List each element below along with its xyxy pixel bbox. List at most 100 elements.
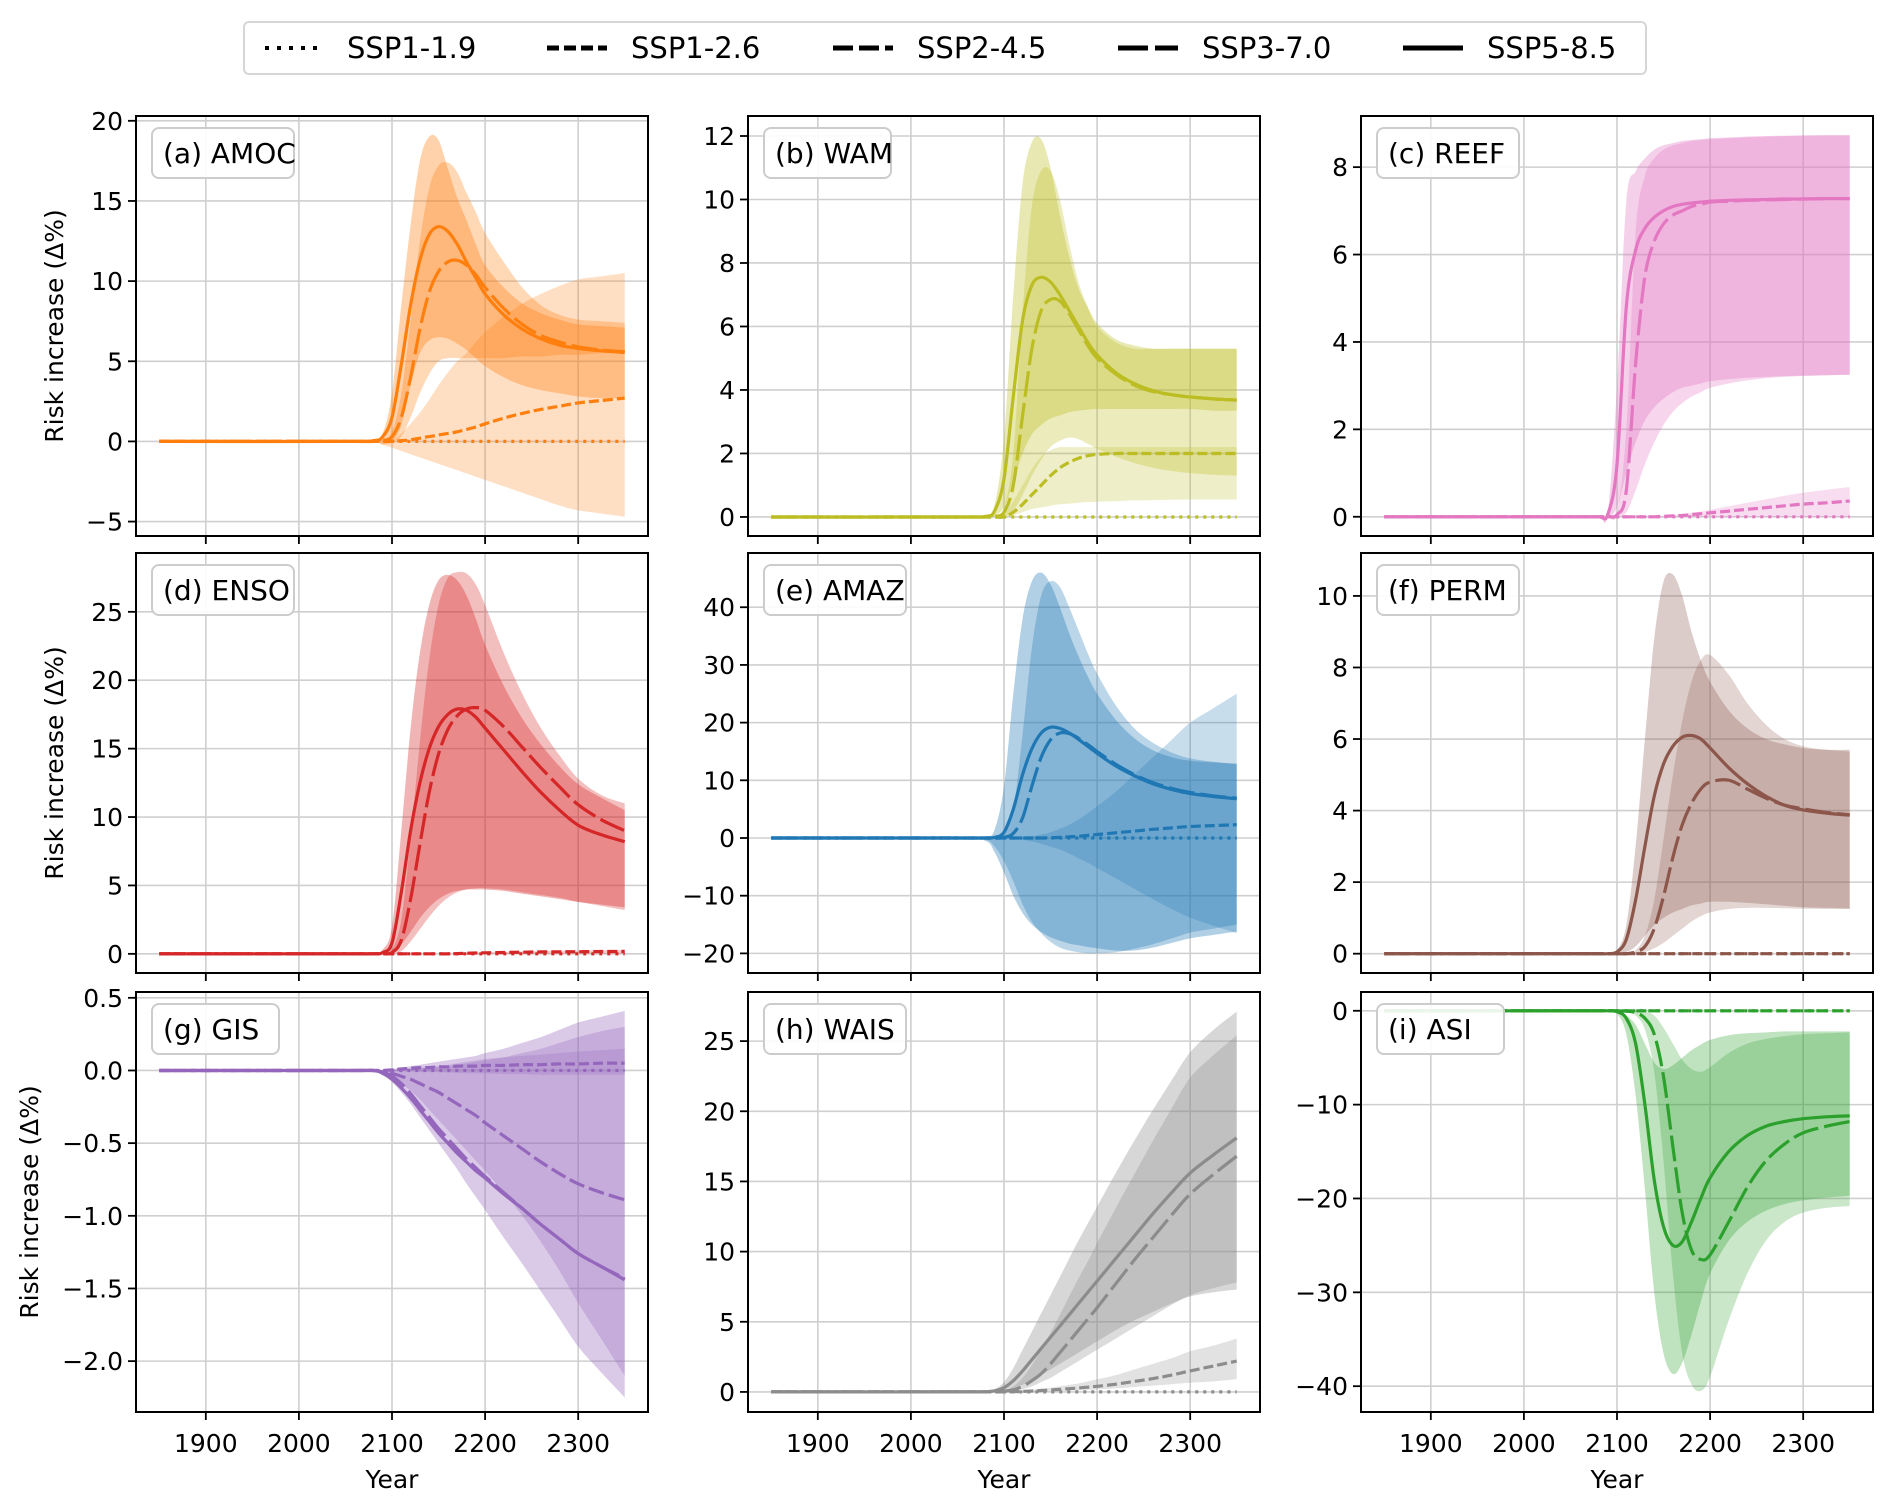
panel-h: 0 5 10 15 20 25 1900 2000 2100 2200 2300 Year (h) WA… xyxy=(703,991,1261,1494)
x-tick-label: 2000 xyxy=(879,1429,943,1458)
legend-item-ssp2-45: SSP2-4.5 xyxy=(833,23,1046,73)
y-axis-label: Risk increase (Δ%) xyxy=(40,646,69,879)
y-tick-label: 0.5 xyxy=(83,984,123,1013)
y-tick-label: 30 xyxy=(703,651,735,680)
y-tick-label: 5 xyxy=(107,347,123,376)
plot-area xyxy=(1384,1009,1851,1392)
series-line-ssp370 xyxy=(771,1154,1238,1394)
uncertainty-band xyxy=(771,1338,1237,1392)
plot-area xyxy=(771,136,1237,519)
panel-title: (i) ASI xyxy=(1388,1013,1472,1046)
uncertainty-band xyxy=(771,1035,1237,1392)
panel-title-frame xyxy=(763,1003,907,1055)
panel-title-frame xyxy=(151,1003,280,1055)
plot-area xyxy=(159,571,626,956)
y-tick-label: 0 xyxy=(719,1378,735,1407)
y-tick-label: −2.0 xyxy=(62,1347,123,1376)
y-tick-label: 0.0 xyxy=(83,1056,123,1085)
y-tick-label: 8 xyxy=(1332,153,1348,182)
panel-title-box: (f) PERM xyxy=(1376,564,1520,616)
panel-e: −20 −10 0 10 20 30 40 (e) AMAZ xyxy=(682,552,1261,981)
uncertainty-band xyxy=(1384,572,1850,954)
y-tick-label: 8 xyxy=(1332,653,1348,682)
y-tick-label: 15 xyxy=(91,187,123,216)
series-line-ssp126 xyxy=(771,451,1237,519)
dashed-line-swatch-icon xyxy=(547,45,607,51)
dotted-line-swatch-icon xyxy=(265,46,321,50)
legend-item-ssp3-70: SSP3-7.0 xyxy=(1118,23,1331,73)
y-axis-label: Risk increase (Δ%) xyxy=(40,209,69,442)
panel-title-box: (g) GIS xyxy=(151,1003,280,1055)
plot-area xyxy=(159,1010,626,1398)
legend-label: SSP5-8.5 xyxy=(1487,31,1617,65)
legend-item-ssp5-85: SSP5-8.5 xyxy=(1403,23,1616,73)
x-axis-label: Year xyxy=(365,1465,420,1494)
uncertainty-band xyxy=(1384,135,1850,524)
legend-item-ssp1-19: SSP1-1.9 xyxy=(263,23,476,73)
panel-title-frame xyxy=(151,127,295,179)
y-tick-label: 25 xyxy=(91,598,123,627)
panel-title-box: (e) AMAZ xyxy=(763,564,907,616)
y-tick-label: 5 xyxy=(107,871,123,900)
y-tick-label: 0 xyxy=(107,427,123,456)
y-tick-label: 10 xyxy=(703,1238,735,1267)
y-tick-label: −10 xyxy=(682,882,735,911)
y-tick-label: 4 xyxy=(1332,797,1348,826)
series-line-ssp126 xyxy=(1384,499,1850,519)
panel-a: −5 0 5 10 15 20 Risk increase (Δ%) (a) AMOC xyxy=(40,107,649,544)
panel-title: (c) REEF xyxy=(1388,137,1505,170)
panel-g: −2.0 −1.5 −1.0 −0.5 0.0 0.5 1900 2000 2100 2200 23… xyxy=(15,984,649,1494)
y-axis-label: Risk increase (Δ%) xyxy=(15,1085,44,1318)
legend: SSP1-1.9 SSP1-2.6 SSP2-4.5 SSP3-7.0 SSP5… xyxy=(243,21,1647,75)
y-tick-label: 40 xyxy=(703,593,735,622)
y-tick-label: 0 xyxy=(1332,940,1348,969)
y-tick-label: −30 xyxy=(1295,1278,1348,1307)
series-line-ssp585 xyxy=(771,1136,1238,1394)
y-tick-label: 15 xyxy=(91,735,123,764)
x-tick-label: 2300 xyxy=(1771,1429,1835,1458)
y-tick-label: −1.0 xyxy=(62,1202,123,1231)
x-tick-label: 2300 xyxy=(546,1429,610,1458)
panel-title-box: (b) WAM xyxy=(763,127,893,179)
y-tick-label: 10 xyxy=(91,267,123,296)
y-tick-label: 0 xyxy=(107,940,123,969)
y-tick-label: 4 xyxy=(1332,328,1348,357)
x-tick-label: 2100 xyxy=(360,1429,424,1458)
y-tick-label: 2 xyxy=(1332,415,1348,444)
legend-label: SSP1-1.9 xyxy=(347,31,477,65)
uncertainty-band xyxy=(771,166,1237,518)
series-line-ssp370 xyxy=(159,258,625,444)
y-tick-label: 10 xyxy=(703,766,735,795)
legend-item-ssp1-26: SSP1-2.6 xyxy=(547,23,760,73)
x-tick-label: 2000 xyxy=(1492,1429,1556,1458)
series-line-ssp370 xyxy=(1384,1009,1851,1262)
y-tick-label: −40 xyxy=(1295,1372,1348,1401)
panel-title: (d) ENSO xyxy=(163,574,290,607)
y-tick-label: −5 xyxy=(86,508,123,537)
y-tick-label: 20 xyxy=(703,709,735,738)
series-line-ssp585 xyxy=(1384,733,1850,956)
uncertainty-band xyxy=(771,572,1237,951)
y-tick-label: 10 xyxy=(91,803,123,832)
x-tick-label: 2200 xyxy=(1065,1429,1129,1458)
uncertainty-band xyxy=(771,693,1237,934)
series-line-ssp585 xyxy=(1384,1009,1850,1249)
x-tick-label: 2300 xyxy=(1158,1429,1222,1458)
panel-title-frame xyxy=(763,564,907,616)
uncertainty-band xyxy=(771,580,1237,954)
medium-dash-swatch-icon xyxy=(833,45,893,51)
uncertainty-band xyxy=(159,161,625,442)
plot-area xyxy=(771,572,1237,954)
panel-title-box: (h) WAIS xyxy=(763,1003,907,1055)
uncertainty-band xyxy=(159,1010,625,1398)
panel-c: 0 2 4 6 8 (c) REEF xyxy=(1332,115,1874,544)
x-tick-label: 1900 xyxy=(786,1429,850,1458)
y-tick-label: 6 xyxy=(719,312,735,341)
panel-title: (b) WAM xyxy=(775,137,893,170)
y-tick-label: 12 xyxy=(703,122,735,151)
y-tick-label: −20 xyxy=(1295,1184,1348,1213)
series-line-ssp585 xyxy=(159,707,626,956)
plot-area xyxy=(159,134,625,517)
panel-d: 0 5 10 15 20 25 Risk increase (Δ%) (d) ENSO xyxy=(40,552,649,981)
y-tick-label: −10 xyxy=(1295,1091,1348,1120)
